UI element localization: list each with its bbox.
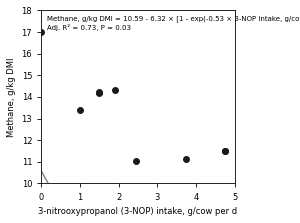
Point bbox=[97, 91, 102, 94]
Point bbox=[134, 159, 138, 163]
Point bbox=[223, 149, 227, 153]
Point bbox=[112, 89, 117, 92]
Point bbox=[97, 90, 102, 93]
Point bbox=[39, 30, 44, 34]
Point bbox=[77, 108, 82, 112]
X-axis label: 3-nitrooxypropanol (3-NOP) intake, g/cow per d: 3-nitrooxypropanol (3-NOP) intake, g/cow… bbox=[38, 207, 237, 216]
Point bbox=[223, 149, 227, 153]
Y-axis label: Methane, g/kg DMI: Methane, g/kg DMI bbox=[7, 57, 16, 137]
Point bbox=[184, 157, 189, 160]
Text: Methane, g/kg DMI = 10.59 - 6.32 × [1 - exp(-0.53 × 3-NOP intake, g/cow per d)]
: Methane, g/kg DMI = 10.59 - 6.32 × [1 - … bbox=[47, 16, 300, 31]
